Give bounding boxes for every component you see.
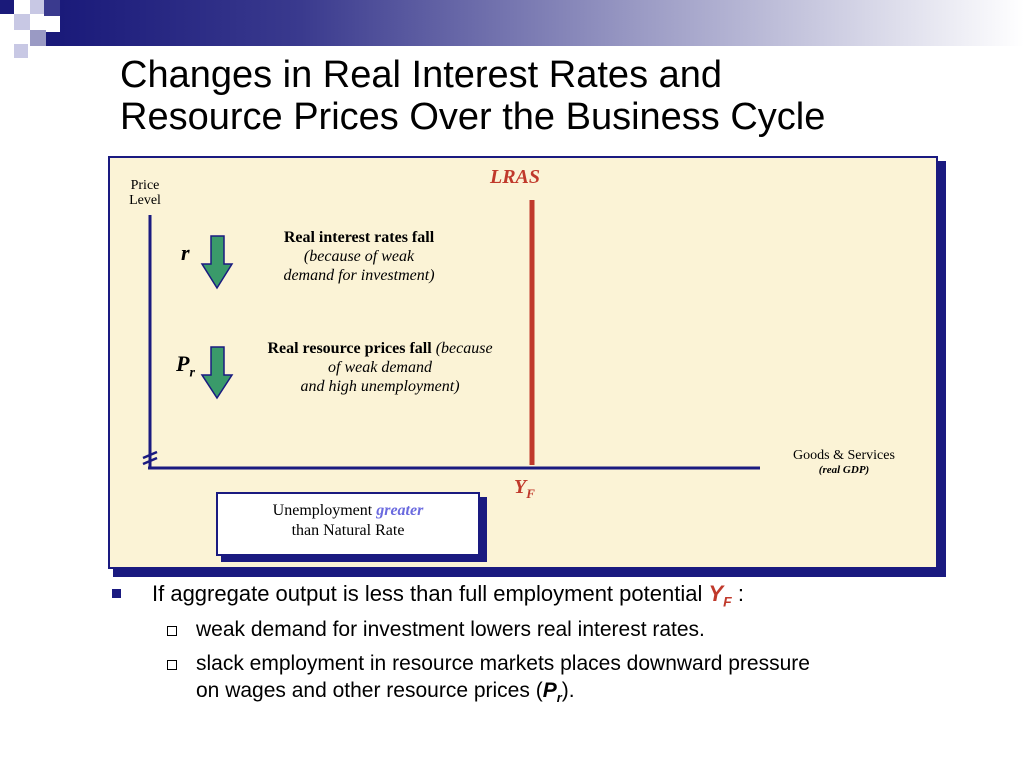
- x-axis-sublabel: (real GDP): [818, 464, 870, 476]
- unemployment-greater: greater: [376, 502, 424, 519]
- axis-break-icon: [142, 450, 158, 466]
- slide-title: Changes in Real Interest Rates and Resou…: [120, 54, 1000, 138]
- down-arrow-icon: [200, 346, 234, 400]
- deco-square: [14, 14, 30, 30]
- unemployment-text-line2: than Natural Rate: [291, 522, 405, 539]
- sub-bullet-2-line2-post: ).: [561, 679, 575, 702]
- sub-bullet-2-pr-main: P: [542, 679, 557, 702]
- sub-bullet-2: slack employment in resource markets pla…: [196, 650, 976, 711]
- sub-bullet-2-pr: Pr: [542, 679, 562, 706]
- y-axis-label-line1: Price: [130, 178, 160, 193]
- interest-rate-note-line2: (because of weak: [303, 248, 415, 265]
- sub-bullet-2-line1: slack employment in resource markets pla…: [196, 652, 810, 675]
- header-gradient-bar: [60, 0, 1024, 46]
- deco-square: [30, 0, 44, 14]
- bullet-main: If aggregate output is less than full em…: [152, 580, 992, 615]
- pr-symbol-main: P: [176, 351, 190, 376]
- resource-price-note-line2: of weak demand: [328, 359, 432, 376]
- bullet-colon: :: [737, 581, 744, 606]
- deco-square: [46, 32, 60, 46]
- x-axis-label-line1: Goods & Services: [793, 448, 895, 463]
- bullet-main-text: If aggregate output is less than full em…: [152, 581, 703, 606]
- pr-symbol-sub: r: [189, 365, 195, 381]
- down-arrow-icon: [200, 235, 234, 290]
- resource-price-note-bold: Real resource prices fall: [267, 340, 432, 357]
- x-axis-label: Goods & Services (real GDP): [770, 448, 918, 478]
- sub-bullet-marker: [167, 660, 177, 670]
- deco-square: [0, 0, 14, 14]
- deco-square: [44, 0, 60, 16]
- sub-bullet-2-pr-sub: r: [556, 690, 562, 706]
- title-line-2: Resource Prices Over the Business Cycle: [120, 96, 826, 138]
- y-axis-label: Price Level: [120, 178, 170, 208]
- deco-square: [30, 30, 46, 46]
- resource-price-note-italic: (because: [435, 340, 493, 357]
- bullet-yf-sub: F: [723, 593, 732, 610]
- resource-price-note: Real resource prices fall (because of we…: [234, 339, 526, 396]
- bullet-yf-main: Y: [708, 581, 724, 606]
- yf-label: YF: [514, 476, 535, 502]
- lras-label: LRAS: [490, 166, 541, 188]
- resource-price-note-line3: and high unemployment): [300, 378, 460, 395]
- unemployment-box: Unemployment greater than Natural Rate: [216, 492, 480, 556]
- sub-bullet-marker: [167, 626, 177, 636]
- interest-rate-note: Real interest rates fall (because of wea…: [246, 228, 472, 285]
- interest-rate-note-line3: demand for investment): [283, 267, 435, 284]
- unemployment-text: Unemployment: [272, 502, 373, 519]
- pr-symbol: Pr: [176, 351, 195, 381]
- bullet-yf: YF: [708, 581, 732, 610]
- yf-label-sub: F: [526, 486, 535, 501]
- sub-bullet-2-line2-pre: on wages and other resource prices (: [196, 679, 543, 702]
- deco-square: [14, 44, 28, 58]
- interest-rate-note-bold: Real interest rates fall: [283, 229, 435, 246]
- y-axis-label-line2: Level: [129, 193, 161, 208]
- r-symbol: r: [181, 240, 190, 265]
- title-line-1: Changes in Real Interest Rates and: [120, 54, 723, 96]
- yf-label-main: Y: [514, 476, 527, 498]
- sub-bullet-1: weak demand for investment lowers real i…: [196, 618, 705, 641]
- bullet-marker: [112, 589, 121, 598]
